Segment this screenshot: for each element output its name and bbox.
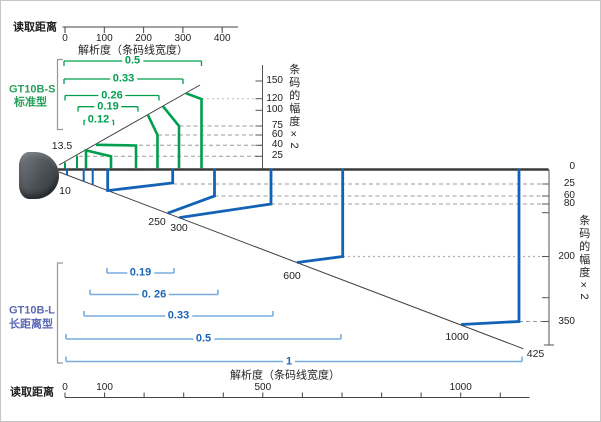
profile-s-05	[185, 92, 203, 169]
bottom-field-diagonal	[58, 171, 524, 350]
profile-l-026	[167, 168, 216, 215]
profile-s-019	[95, 143, 138, 169]
profile-l-033	[179, 168, 273, 219]
profile-s-026	[146, 114, 159, 169]
barcode-scanner-head	[19, 152, 59, 199]
profile-l-1	[460, 168, 521, 326]
top-field-diagonal	[58, 84, 201, 166]
group-bracket-bottom	[56, 262, 63, 364]
group-bracket-top	[56, 58, 63, 131]
profile-l-05	[296, 168, 345, 264]
profile-s-033	[161, 105, 181, 169]
profile-l-019	[106, 168, 175, 193]
profile-s-012	[84, 148, 113, 169]
